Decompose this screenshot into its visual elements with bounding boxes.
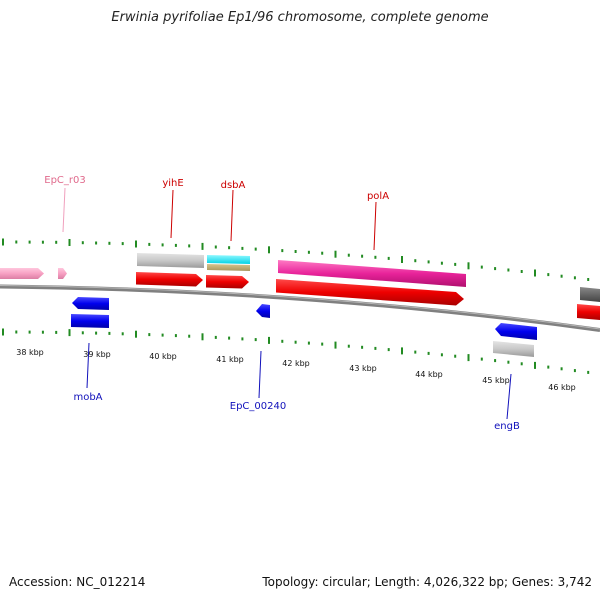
- scale-label: 38 kbp: [16, 348, 44, 357]
- gene-label-moba[interactable]: mobA: [73, 392, 102, 403]
- pink-feature-pola: [278, 260, 466, 287]
- scale-label: 45 kbp: [482, 376, 510, 385]
- lower-feature-track: [71, 297, 537, 357]
- upper-tick-row: [2, 238, 590, 281]
- scale-label: 42 kbp: [282, 359, 310, 368]
- leader-line-epc-r03: [62, 187, 66, 233]
- scale-label: 43 kbp: [349, 364, 377, 373]
- gene-label-pola[interactable]: polA: [367, 191, 389, 202]
- leader-line-pola: [373, 201, 377, 251]
- rna-feature-epc-r03: [58, 268, 67, 279]
- gray-feature-engb: [493, 341, 534, 357]
- accession-text: Accession: NC_012214: [9, 575, 146, 589]
- map-title: Erwinia pyrifoliae Ep1/96 chromosome, co…: [111, 10, 489, 25]
- chromosome-backbone: [0, 284, 600, 332]
- scale-label: 44 kbp: [415, 370, 443, 379]
- gene-label-engb[interactable]: engB: [494, 421, 520, 432]
- leader-line-moba: [86, 342, 90, 389]
- gray-feature-yihe: [137, 253, 204, 268]
- cds-feature-epc-00240: [256, 304, 270, 318]
- scale-label: 46 kbp: [548, 383, 576, 392]
- leader-line-epc-00240: [258, 350, 262, 399]
- cds-feature-moba: [72, 297, 109, 310]
- cds-feature-right: [577, 304, 600, 320]
- cds-feature-yihe: [136, 272, 203, 287]
- gene-label-yihe[interactable]: yihE: [162, 178, 183, 189]
- cds-feature-engb: [495, 323, 537, 340]
- blue-feature-moba-2: [71, 314, 109, 328]
- leader-line-yihe: [170, 189, 174, 239]
- rna-feature-left: [0, 268, 44, 279]
- scale-label: 40 kbp: [149, 352, 177, 361]
- gene-label-epc-00240[interactable]: EpC_00240: [230, 401, 286, 412]
- genome-summary-text: Topology: circular; Length: 4,026,322 bp…: [262, 575, 592, 589]
- leader-line-dsba: [230, 189, 234, 242]
- gray-feature-right: [580, 287, 600, 302]
- leader-line-engb: [506, 373, 512, 420]
- lower-tick-row: [2, 328, 590, 374]
- scale-label: 41 kbp: [216, 355, 244, 364]
- gene-label-dsba[interactable]: dsbA: [221, 180, 246, 191]
- scale-label: 39 kbp: [83, 350, 111, 359]
- cyan-feature-dsba: [207, 255, 250, 264]
- cds-feature-dsba: [206, 275, 249, 289]
- upper-feature-track: [0, 253, 600, 320]
- scale-labels: 38 kbp 39 kbp 40 kbp 41 kbp 42 kbp 43 kb…: [16, 348, 576, 392]
- gene-label-epc-r03[interactable]: EpC_r03: [44, 175, 85, 186]
- tan-feature-dsba: [207, 264, 250, 271]
- cds-feature-pola: [276, 279, 464, 306]
